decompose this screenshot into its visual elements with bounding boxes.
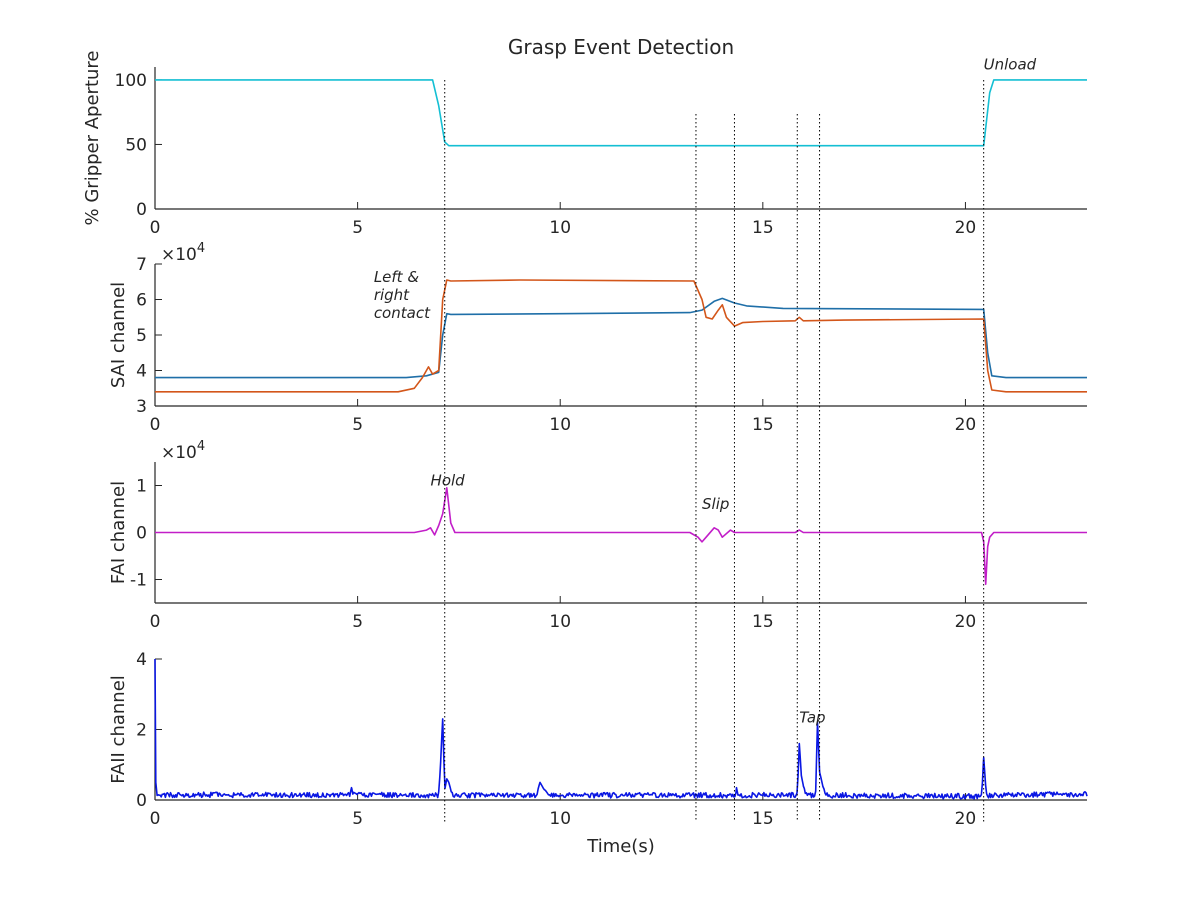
y-tick-label: 7 (136, 255, 147, 275)
x-axis-label: Time(s) (586, 836, 654, 857)
x-tick-label: 5 (352, 218, 363, 238)
x-tick-label: 5 (352, 809, 363, 829)
x-tick-label: 10 (549, 415, 571, 435)
x-tick-label: 5 (352, 415, 363, 435)
x-tick-label: 10 (549, 809, 571, 829)
y-tick-label: 100 (115, 71, 147, 91)
x-tick-label: 10 (549, 218, 571, 238)
x-tick-label: 10 (549, 612, 571, 632)
x-tick-label: 20 (955, 809, 977, 829)
x-tick-label: 0 (150, 218, 161, 238)
y-axis-label: SAI channel (108, 282, 129, 388)
y-axis-label: FAI channel (108, 481, 129, 584)
y-axis-label: FAII channel (108, 675, 129, 784)
series-line-1 (155, 79, 1087, 147)
y-tick-label: -1 (130, 571, 147, 591)
y-tick-label: 5 (136, 326, 147, 346)
annotation: Slip (702, 495, 729, 513)
chart-title: Grasp Event Detection (508, 35, 734, 59)
y-tick-label: 6 (136, 291, 147, 311)
y-tick-label: 50 (125, 135, 147, 155)
y-tick-label: 3 (136, 397, 147, 417)
x-tick-label: 20 (955, 415, 977, 435)
x-tick-label: 20 (955, 612, 977, 632)
panel-1: 0 5 10 15 20 0 50 100 % Gripper Aperture Grasp Ev… (82, 35, 1087, 238)
x-tick-label: 15 (752, 218, 774, 238)
x-tick-label: 15 (752, 809, 774, 829)
y-axis-label: % Gripper Aperture (82, 51, 103, 226)
y-tick-label: 2 (136, 721, 147, 741)
annotation: Hold (431, 472, 466, 490)
y-tick-label: 4 (136, 362, 147, 382)
x-tick-label: 15 (752, 612, 774, 632)
x-tick-label: 0 (150, 415, 161, 435)
x-tick-label: 5 (352, 612, 363, 632)
annotation: Left & right contact (374, 268, 431, 322)
annotation: Unload (984, 56, 1037, 74)
y-tick-label: 1 (136, 477, 147, 497)
series-line-1 (154, 658, 1088, 800)
series-line-2 (155, 279, 1087, 393)
series-line-1 (155, 486, 1087, 586)
x-tick-label: 0 (150, 809, 161, 829)
x-tick-label: 15 (752, 415, 774, 435)
y-tick-label: 0 (136, 200, 147, 220)
y-tick-label: 0 (136, 791, 147, 811)
panel-4: 0 5 10 15 20 0 2 4 FAII channel Time(s) Tap (108, 650, 1088, 857)
y-tick-label: 0 (136, 524, 147, 544)
y-tick-label: 4 (136, 650, 147, 670)
annotation: Tap (799, 708, 825, 726)
x-tick-label: 0 (150, 612, 161, 632)
x-tick-label: 20 (955, 218, 977, 238)
